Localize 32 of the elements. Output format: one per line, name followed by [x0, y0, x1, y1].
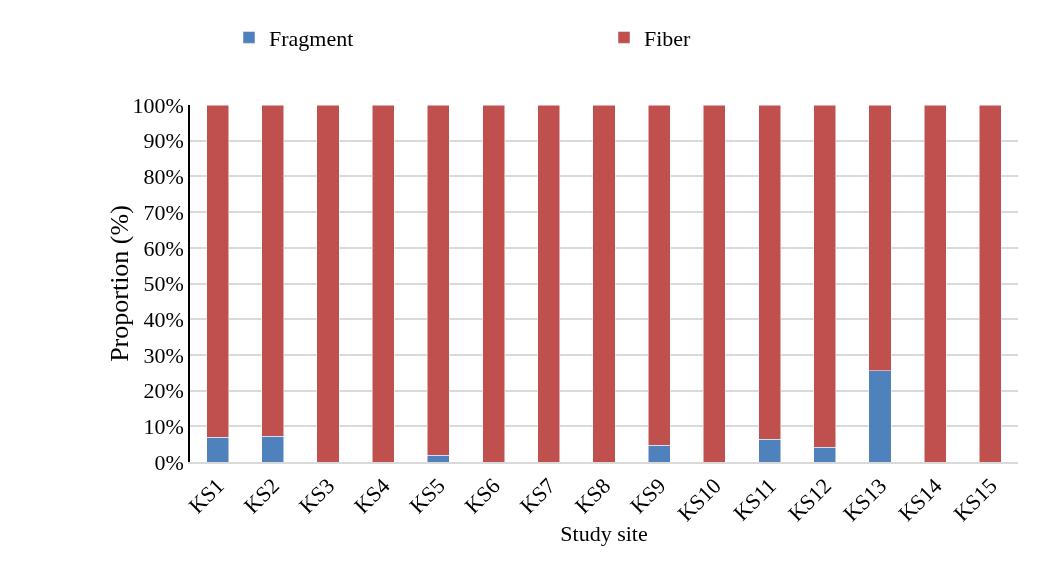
bar [979, 105, 1002, 462]
y-tick-label: 90% [143, 128, 184, 154]
y-tick-label: 60% [143, 235, 184, 261]
bar [592, 105, 616, 462]
bar [371, 105, 395, 462]
x-tick-label: KS8 [569, 473, 616, 519]
y-tick-label: 70% [143, 199, 184, 225]
bar [482, 105, 505, 462]
y-axis-title: Proportion (%) [104, 205, 134, 362]
y-tick-label: 10% [143, 414, 184, 439]
y-tick-label: 0% [154, 449, 184, 475]
bar [923, 105, 947, 462]
y-tick-label: 30% [143, 342, 184, 368]
x-tick-label: KS3 [293, 473, 340, 519]
legend-label: Fragment [269, 25, 354, 51]
y-tick-label: 100% [132, 92, 184, 118]
x-tick-label: KS2 [238, 473, 285, 519]
y-tick-label: 20% [143, 378, 184, 404]
x-tick-label: KS6 [459, 473, 505, 519]
bar [703, 105, 726, 462]
x-axis-title: Study site [560, 520, 648, 546]
x-tick-label: KS4 [349, 473, 395, 519]
x-tick-label: KS7 [514, 473, 561, 519]
x-tick-label: KS1 [183, 473, 229, 519]
x-tick-label: KS5 [404, 473, 450, 519]
y-tick-label: 50% [143, 271, 184, 297]
bar [316, 105, 340, 462]
y-tick-label: 80% [143, 164, 184, 190]
x-tick-label: KS9 [625, 473, 671, 519]
y-tick-label: 40% [143, 306, 184, 332]
legend-label: Fiber [644, 25, 692, 51]
bar [537, 105, 561, 462]
